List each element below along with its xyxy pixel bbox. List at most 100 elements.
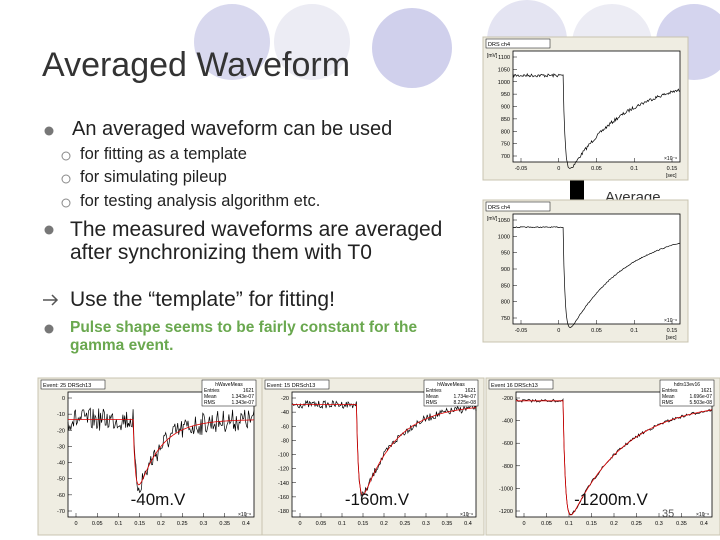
plot-frame: [515, 391, 713, 518]
x-tick-label: 0.15: [134, 521, 145, 527]
x-tick-label: 0.4: [242, 521, 250, 527]
fit-curve: [68, 419, 254, 486]
plot-frame: [512, 213, 681, 325]
y-tick-label: -600: [502, 441, 513, 447]
y-tick-label: -40: [281, 410, 289, 416]
x-tick-label: 0.1: [115, 521, 123, 527]
plot-title-box: [488, 379, 554, 390]
slide-title: Averaged Waveform: [42, 46, 351, 84]
sub-bullet: [61, 198, 71, 208]
x-tick-label: 0.25: [177, 521, 188, 527]
y-tick-label: -40: [57, 461, 65, 467]
x-tick-label: 0.2: [380, 521, 388, 527]
y-unit: [mV]: [487, 53, 498, 59]
plot-title-box: [485, 201, 551, 212]
y-tick-label: -20: [57, 428, 65, 434]
y-tick-label: -10: [57, 412, 65, 418]
y-tick-label: -80: [281, 438, 289, 444]
y-tick-label: -140: [278, 481, 289, 487]
sub-bullet-text: for fitting as a template: [80, 145, 247, 163]
stats-box: [201, 379, 257, 407]
y-tick-label: -400: [502, 419, 513, 425]
y-tick-label: 1000: [498, 234, 510, 240]
stats-value: 1.696e-07: [689, 394, 712, 400]
stats-key: Entries: [662, 388, 678, 394]
waveform: [515, 398, 713, 516]
stats-name: hWaveMeas: [215, 382, 243, 388]
bullet: [44, 225, 54, 235]
deco-circle: [372, 8, 452, 88]
x-exponent: ×10⁻⁶: [664, 318, 677, 324]
y-tick-label: -1000: [499, 486, 513, 492]
y-tick-label: 1000: [498, 80, 510, 86]
x-tick-label: 0.1: [565, 521, 573, 527]
x-tick-label: 0.1: [630, 166, 638, 172]
sub-bullet-text: for testing analysis algorithm etc.: [80, 192, 321, 210]
waveform: [67, 407, 255, 494]
y-tick-label: -60: [281, 424, 289, 430]
x-exponent: ×10⁻⁶: [460, 512, 473, 518]
x-tick-label: 0.05: [316, 521, 327, 527]
y-tick-label: 800: [501, 129, 510, 135]
y-tick-label: -100: [278, 453, 289, 459]
stats-box: [659, 379, 715, 407]
bullet-text: An averaged waveform can be used: [72, 118, 393, 140]
y-tick-label: 950: [501, 251, 510, 257]
waveform: [291, 399, 477, 497]
stats-value: 1621: [701, 388, 712, 394]
x-tick-label: 0.35: [442, 521, 453, 527]
x-unit: [sec]: [666, 173, 677, 179]
y-tick-label: -1200: [499, 509, 513, 515]
fit-curve: [516, 400, 713, 516]
stats-key: Mean: [426, 394, 439, 400]
x-tick-label: 0.05: [541, 521, 552, 527]
stats-key: RMS: [426, 400, 438, 406]
y-tick-label: -160: [278, 495, 289, 501]
stats-name: hWaveMeas: [437, 382, 465, 388]
stats-key: Entries: [426, 388, 442, 394]
y-tick-label: -30: [57, 444, 65, 450]
x-tick-label: 0.2: [610, 521, 618, 527]
sub-bullet: [61, 174, 71, 184]
y-tick-label: 900: [501, 105, 510, 111]
x-tick-label: 0: [557, 328, 560, 334]
y-unit: [mV]: [487, 216, 498, 222]
x-tick-label: 0.15: [586, 521, 597, 527]
y-tick-label: 0: [62, 396, 65, 402]
plot-title-box: [485, 38, 551, 49]
sub-bullet-text: for simulating pileup: [80, 168, 227, 186]
stats-value: 1.343e-07: [231, 400, 254, 406]
stats-key: RMS: [662, 400, 674, 406]
y-tick-label: -70: [57, 509, 65, 515]
x-tick-label: 0.05: [591, 328, 602, 334]
y-tick-label: -180: [278, 509, 289, 515]
sub-bullet: [61, 151, 71, 161]
y-tick-label: 950: [501, 92, 510, 98]
plot-title: Event: 25 DRSch13: [43, 383, 91, 389]
amplitude-label: -160m.V: [345, 490, 410, 509]
bullet-text: Pulse shape seems to be fairly constant …: [70, 319, 418, 354]
plot-title-box: [264, 379, 330, 390]
y-tick-label: 900: [501, 267, 510, 273]
amplitude-label: -40m.V: [131, 490, 186, 509]
deco-circle: [194, 4, 270, 80]
x-unit: [sec]: [666, 335, 677, 341]
plot-title: Event: 15 DRSch13: [267, 383, 315, 389]
stats-value: 1.734e-07: [453, 394, 476, 400]
stats-value: 1.343e-07: [231, 394, 254, 400]
x-exponent: ×10⁻⁶: [696, 512, 709, 518]
plot-frame: [512, 50, 681, 163]
x-exponent: ×10⁻⁶: [238, 512, 251, 518]
stats-key: RMS: [204, 400, 216, 406]
stats-value: 1621: [243, 388, 254, 394]
stats-key: Mean: [204, 394, 217, 400]
y-tick-label: -50: [57, 477, 65, 483]
y-tick-label: -20: [281, 396, 289, 402]
x-tick-label: 0.35: [219, 521, 230, 527]
y-tick-label: -60: [57, 493, 65, 499]
x-tick-label: 0.15: [358, 521, 369, 527]
y-tick-label: 700: [501, 154, 510, 160]
plot-title: DRS ch4: [488, 42, 510, 48]
y-tick-label: 750: [501, 316, 510, 322]
